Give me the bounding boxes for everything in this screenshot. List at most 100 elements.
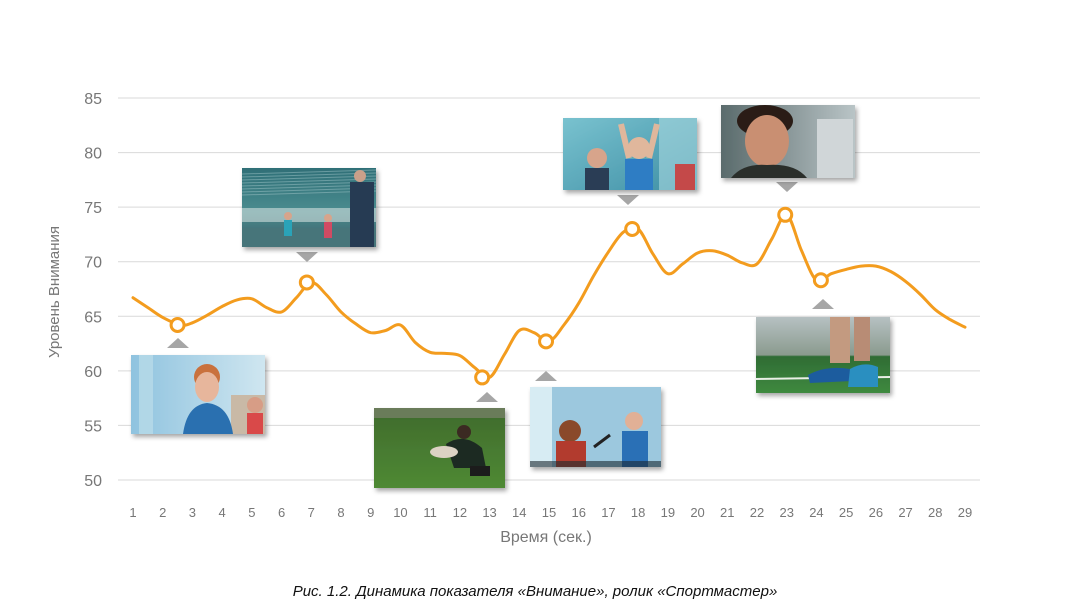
baton [593,433,611,449]
leg [430,446,458,458]
x-tick-label-26: 26 [869,505,883,520]
hair [457,425,471,439]
x-tick-label-5: 5 [248,505,255,520]
frame-scene [563,118,697,190]
frame-thumbnail [242,168,376,247]
frame-scene [374,408,505,488]
y-tick-label-50: 50 [84,473,102,490]
x-tick-label-16: 16 [571,505,585,520]
frame-boy-grass [374,392,505,488]
shoe-left [808,367,852,383]
y-tick-label-85: 85 [84,91,102,108]
x-tick-label-4: 4 [219,505,226,520]
building [817,119,853,178]
marker-point-6 [777,206,794,223]
frame-thumbnail [374,408,505,488]
frame-pointer [296,252,318,262]
kid-face [284,212,292,220]
marker-point-7 [812,272,829,289]
shoe [470,466,490,476]
face [745,115,789,167]
y-tick-label-75: 75 [84,200,102,217]
x-tick-label-1: 1 [129,505,136,520]
subtitle-bar [530,461,661,467]
marker-point-1 [169,317,186,334]
y-axis-ticks: 50 55 60 65 70 75 80 85 [84,91,102,490]
x-tick-label-28: 28 [928,505,942,520]
video-frames [131,105,890,488]
frame-football-shoes [756,299,890,393]
frame-thumbnail [721,105,855,178]
arm-left [618,123,632,159]
frame-pointer [535,371,557,381]
shoe-right [848,364,878,387]
x-tick-label-14: 14 [512,505,526,520]
frame-boy-gym [131,338,265,434]
roof-beam [242,175,376,181]
adult-body [350,182,374,247]
jacket [446,438,486,468]
frame-pointer [617,195,639,205]
frame-pointer [476,392,498,402]
frame-pointer [776,182,798,192]
adult-face [354,170,366,182]
roof-beam [242,169,376,175]
roof-beam [242,178,376,184]
x-tick-label-9: 9 [367,505,374,520]
frame-scene [721,105,855,178]
kid-bg-shirt [247,413,263,434]
x-tick-label-13: 13 [482,505,496,520]
roof-beam [242,172,376,178]
y-tick-label-70: 70 [84,255,102,272]
x-tick-label-23: 23 [779,505,793,520]
frame-thumbnail [563,118,697,190]
kid1-body [585,168,609,190]
frame-pointer [167,338,189,348]
kid2-body [324,222,332,238]
frame-scene [530,387,661,467]
x-tick-label-24: 24 [809,505,823,520]
x-tick-label-3: 3 [189,505,196,520]
x-tick-label-18: 18 [631,505,645,520]
marker-point-4 [538,333,555,350]
window-strip [139,355,153,434]
x-axis-ticks: 1 2 3 4 5 6 7 8 9 10 11 12 13 14 15 16 17 18 19 20 21 22 23 24 2… [129,505,972,520]
x-tick-label-12: 12 [453,505,467,520]
kid2-face [625,412,643,430]
face [195,372,219,402]
marker-point-2 [298,274,315,291]
x-tick-label-2: 2 [159,505,166,520]
x-tick-label-6: 6 [278,505,285,520]
kid-body [284,220,292,236]
x-tick-label-19: 19 [661,505,675,520]
frame-scene [242,168,376,247]
x-tick-label-15: 15 [542,505,556,520]
x-tick-label-22: 22 [750,505,764,520]
leg [830,317,850,363]
y-tick-label-55: 55 [84,418,102,435]
frame-kids-celebrate [563,118,697,205]
x-tick-label-8: 8 [337,505,344,520]
frame-thumbnail [756,317,890,393]
marker-point-3 [474,369,491,386]
x-tick-label-17: 17 [601,505,615,520]
x-tick-label-10: 10 [393,505,407,520]
kid-bg-face [247,397,263,413]
shirt [731,164,807,178]
kid1-face [587,148,607,168]
arm-right [646,123,660,159]
y-tick-label-80: 80 [84,146,102,163]
kid1-hair [559,420,581,442]
frame-kids-gym-talk [530,371,661,467]
x-tick-label-21: 21 [720,505,734,520]
peak-markers [169,206,829,386]
net [242,208,376,222]
frame-pointer [812,299,834,309]
shirt [183,403,233,434]
kid2-body [625,159,653,190]
x-tick-label-20: 20 [690,505,704,520]
y-tick-label-60: 60 [84,364,102,381]
marker-point-5 [624,220,641,237]
x-tick-label-25: 25 [839,505,853,520]
